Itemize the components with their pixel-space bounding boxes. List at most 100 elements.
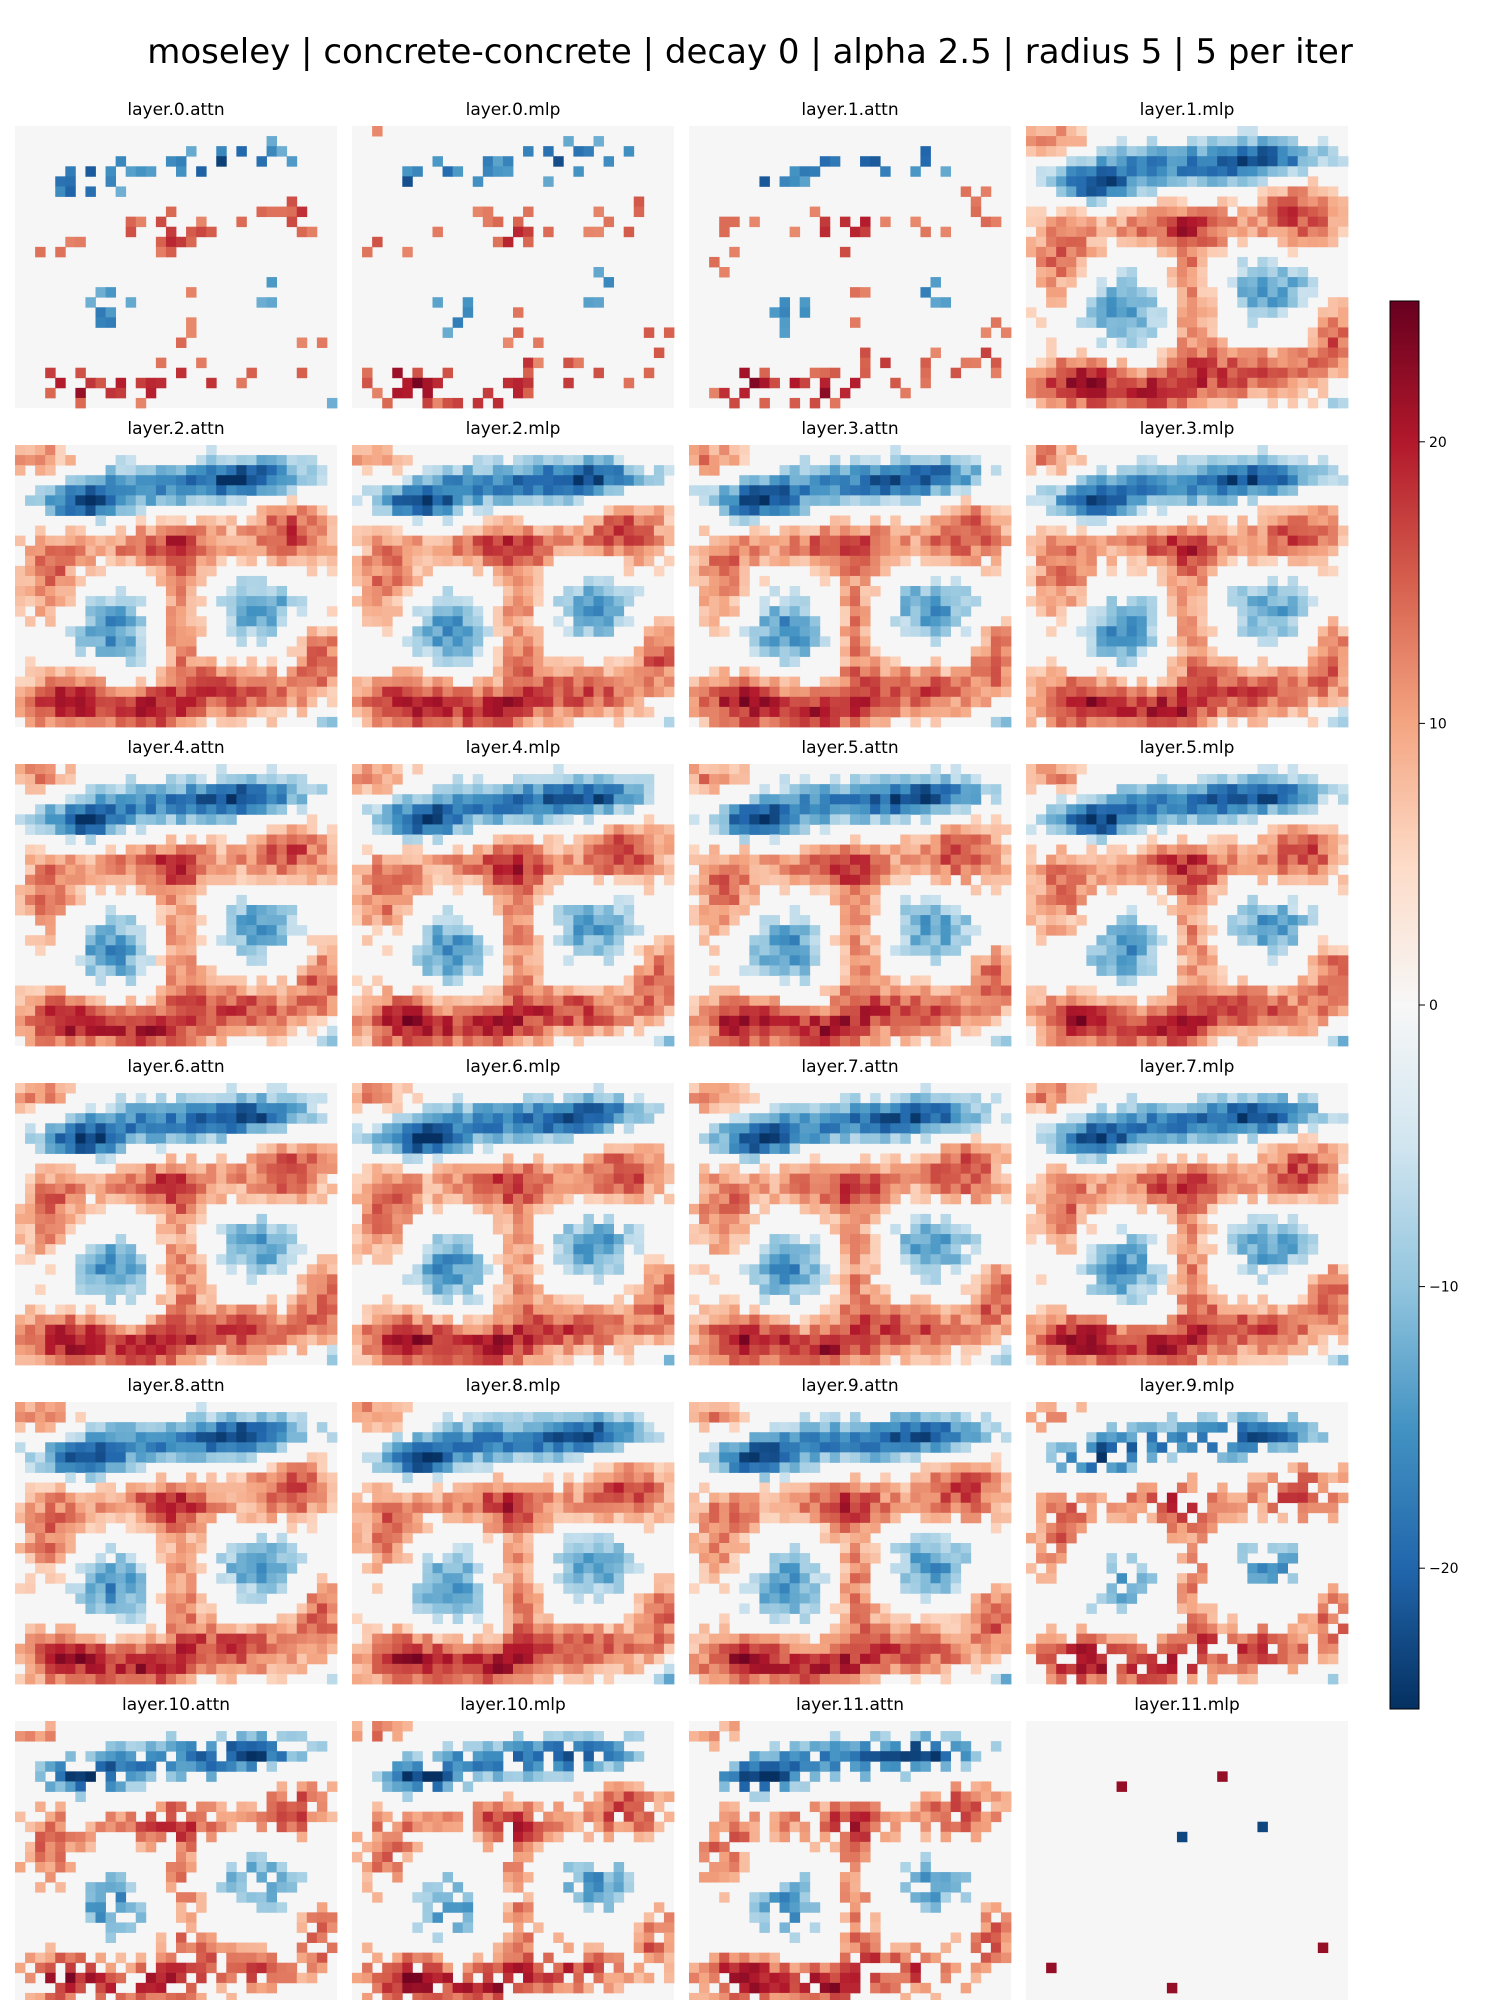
heatmap-cell [1116,646,1128,657]
heatmap-cell [920,834,931,845]
heatmap-cell [482,804,494,815]
heatmap-cell [186,606,197,617]
heatmap-cell [839,646,851,657]
heatmap-cell [286,874,298,886]
heatmap-cell [880,716,891,728]
heatmap-cell [482,706,494,718]
heatmap-cell [1217,377,1228,389]
heatmap-cell [1036,485,1047,496]
heatmap-cell [709,596,720,607]
heatmap-cell [306,656,318,667]
heatmap-cell [643,884,655,896]
heatmap-cell [352,975,363,986]
heatmap-cell [633,646,645,657]
heatmap-cell [583,814,594,825]
heatmap-cell [513,555,524,567]
heatmap-cell [543,656,554,667]
heatmap-cell [145,475,157,486]
heatmap-cell [1257,676,1268,688]
heatmap-cell [246,706,257,718]
heatmap-cell [1156,716,1168,728]
heatmap-cell [709,465,720,476]
heatmap-cell [860,287,871,298]
heatmap-cell [1297,475,1309,486]
heatmap-cell [75,716,86,728]
heatmap-cell [749,495,760,506]
heatmap-cell [880,535,891,547]
heatmap-cell [900,676,911,688]
heatmap-cell [960,794,972,805]
heatmap-cell [422,555,433,567]
heatmap-cell [55,706,66,718]
heatmap-cell [1056,216,1067,228]
heatmap-cell [105,387,117,399]
heatmap-cell [492,455,504,466]
heatmap-cell [523,945,534,956]
heatmap-cell [1176,666,1188,678]
heatmap-cell [523,874,534,886]
heatmap-cell [603,804,615,815]
heatmap-cell [653,995,665,1007]
heatmap-cell [613,1005,625,1017]
heatmap-cell [1287,196,1299,207]
heatmap-cell [1046,626,1057,637]
heatmap-cell [85,794,96,805]
heatmap-cell [186,666,197,678]
heatmap-cell [533,565,544,577]
heatmap-cell [1337,706,1349,718]
heatmap-cell [155,1035,167,1047]
heatmap-cell [779,636,791,647]
heatmap-cell [452,844,464,856]
heatmap-cell [1136,307,1148,318]
heatmap-cell [165,606,177,617]
heatmap-cell [482,864,494,876]
heatmap-cell [105,925,117,936]
heatmap-cell [372,1005,383,1017]
heatmap-cell [1146,545,1158,557]
heatmap-cell [256,864,267,876]
heatmap-cell [65,884,76,896]
heatmap-cell [769,814,780,825]
heatmap-cell [206,854,217,866]
heatmap-cell [1076,565,1087,577]
heatmap-cell [543,666,554,678]
heatmap-cell [1076,535,1087,547]
heatmap-cell [352,455,363,466]
heatmap-cell [286,646,298,657]
heatmap-cell [105,606,117,617]
heatmap-cell [1227,357,1238,369]
heatmap-cell [940,166,952,177]
heatmap-cell [1317,196,1329,207]
heatmap-cell [1176,465,1188,476]
heatmap-cell [226,626,237,637]
heatmap-cell [1237,176,1248,187]
heatmap-cell [1307,465,1319,476]
heatmap-cell [85,636,96,647]
heatmap-cell [296,535,308,547]
heatmap-cell [749,475,760,486]
heatmap-cell [452,545,464,557]
heatmap-cell [1000,854,1012,866]
heatmap-cell [452,716,464,728]
heatmap-cell [286,784,298,795]
heatmap-cell [1046,445,1057,456]
heatmap-cell [165,884,177,896]
heatmap-cell [316,995,328,1007]
heatmap-cell [970,505,982,516]
heatmap-cell [623,666,635,678]
heatmap-cell [226,1015,237,1027]
heatmap-cell [533,337,544,348]
heatmap-cell [809,166,821,177]
heatmap-cell [1227,136,1238,147]
heatmap-cell [492,834,504,845]
heatmap-cell [186,995,197,1007]
heatmap-cell [789,525,801,537]
heatmap-cell [523,716,534,728]
heatmap-cell [95,485,106,496]
heatmap-cell [583,535,594,547]
heatmap-cell [930,636,941,647]
heatmap-cell [1247,287,1258,298]
heatmap-cell [1096,377,1107,389]
heatmap-cell [1166,495,1178,506]
heatmap-cell [643,854,655,866]
